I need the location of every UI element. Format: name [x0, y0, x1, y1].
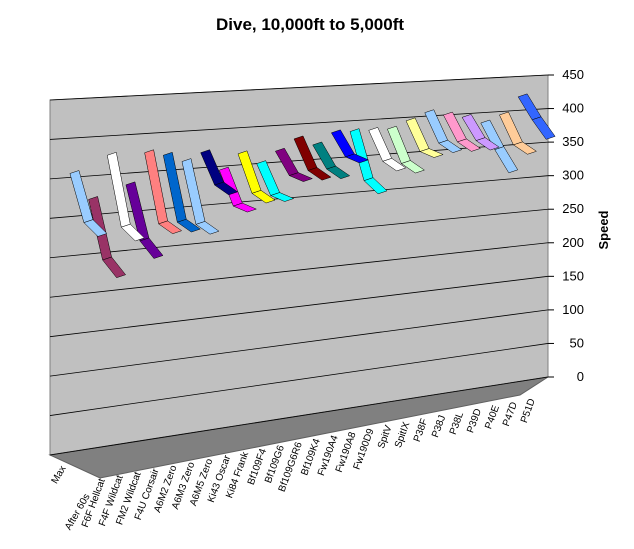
y-tick-label: 50: [570, 335, 584, 350]
grid-line: [49, 141, 549, 180]
series-label: P38F: [412, 417, 431, 443]
grid-line: [49, 242, 549, 298]
ribbon: [293, 135, 332, 181]
ribbon: [330, 129, 370, 164]
ribbon-segment: [251, 190, 276, 204]
ribbon-segment: [232, 202, 258, 213]
y-axis-label: Speed: [596, 210, 611, 249]
ribbon-segment: [307, 167, 332, 181]
grid-line: [49, 343, 549, 416]
ribbon-segment: [83, 219, 108, 237]
y-tick-label: 400: [562, 101, 584, 116]
ribbon: [424, 109, 463, 153]
ribbon: [69, 170, 108, 237]
y-tick-label: 350: [562, 134, 584, 149]
ribbon-segment: [269, 192, 295, 202]
ribbon-segment: [494, 146, 519, 174]
ribbon: [274, 147, 314, 182]
ribbon-segment: [176, 218, 201, 233]
grid-line: [49, 275, 549, 338]
ribbon: [200, 149, 239, 196]
ribbon-segment: [102, 256, 127, 279]
grid-line: [49, 108, 549, 140]
ribbon: [144, 149, 183, 235]
ribbon: [349, 128, 388, 195]
grid-line: [49, 309, 549, 377]
ribbon-segment: [400, 160, 425, 174]
y-tick-label: 0: [577, 369, 584, 384]
ribbon: [461, 114, 500, 151]
ribbon: [517, 93, 556, 140]
ribbon-segment: [531, 116, 556, 140]
ribbon-segment: [120, 223, 145, 242]
y-tick-label: 450: [562, 67, 584, 82]
y-tick-label: 250: [562, 201, 584, 216]
ribbon-segment: [475, 137, 500, 151]
ribbon-segment: [214, 181, 239, 196]
ribbon: [368, 127, 407, 172]
series-label: SpitIX: [393, 420, 413, 449]
ribbon: [256, 160, 295, 202]
ribbon-segment: [139, 237, 164, 259]
ribbon-segment: [195, 221, 220, 235]
ribbon-segment: [344, 153, 370, 164]
ribbon-segment: [419, 148, 444, 158]
y-tick-label: 300: [562, 168, 584, 183]
ribbon-segment: [382, 158, 407, 172]
series-label: P40E: [483, 404, 502, 431]
grid-line: [49, 208, 549, 259]
series-label: P39D: [465, 407, 484, 434]
chart-title: Dive, 10,000ft to 5,000ft: [216, 15, 404, 34]
ribbon-segment: [438, 139, 463, 153]
ribbon: [312, 141, 351, 180]
series-label: P51D: [519, 397, 538, 424]
category-label: Max: [50, 464, 69, 486]
ribbon: [443, 111, 481, 152]
ribbon: [237, 150, 276, 204]
series-label: P38L: [448, 410, 466, 436]
ribbon: [181, 158, 220, 235]
y-tick-label: 200: [562, 235, 584, 250]
ribbon: [499, 111, 538, 155]
ribbon-segment: [158, 220, 183, 235]
ribbon: [125, 181, 164, 259]
y-tick-label: 150: [562, 268, 584, 283]
ribbon-segment: [363, 177, 388, 195]
ribbon-segment: [512, 141, 538, 155]
ribbon-segment: [456, 138, 481, 152]
y-tick-label: 100: [562, 302, 584, 317]
series-label: P38J: [430, 414, 448, 439]
series-label: P47D: [501, 401, 520, 428]
ribbon: [163, 151, 201, 233]
ribbon-segment: [326, 165, 351, 180]
ribbon: [405, 117, 444, 158]
grid-line: [49, 376, 549, 456]
ribbon: [387, 125, 425, 174]
ribbon-segment: [288, 172, 314, 182]
grid-line: [49, 74, 549, 101]
ribbon: [106, 151, 145, 242]
